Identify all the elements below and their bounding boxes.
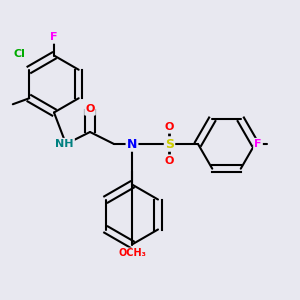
Text: OCH₃: OCH₃ <box>118 248 146 259</box>
Text: F: F <box>254 139 262 149</box>
Text: S: S <box>165 137 174 151</box>
Text: NH: NH <box>55 139 74 149</box>
Text: F: F <box>50 32 58 43</box>
Text: O: O <box>165 122 174 133</box>
Text: O: O <box>85 104 95 115</box>
Text: O: O <box>165 155 174 166</box>
Text: N: N <box>127 137 137 151</box>
Text: Cl: Cl <box>14 49 26 59</box>
